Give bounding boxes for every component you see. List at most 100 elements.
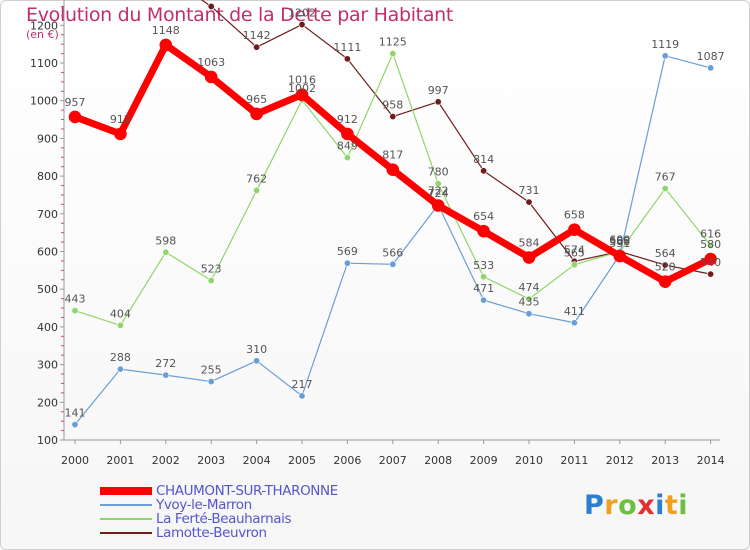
data-point: [250, 107, 263, 121]
data-point: [613, 249, 627, 263]
data-point: [116, 365, 124, 373]
data-label: 912: [110, 113, 131, 126]
data-label: 471: [473, 282, 494, 295]
data-point: [343, 259, 351, 267]
data-point: [298, 21, 306, 29]
data-label: 141: [65, 407, 86, 420]
data-label: 1142: [243, 29, 271, 42]
legend-swatch: [100, 504, 152, 506]
legend-swatch: [100, 532, 152, 534]
data-point: [704, 252, 717, 266]
unit-label: (en €): [26, 28, 59, 41]
x-tick-label: 2006: [333, 454, 361, 467]
data-point: [343, 154, 351, 162]
data-label: 566: [382, 246, 403, 259]
data-point: [525, 295, 533, 303]
y-tick-label: 100: [37, 434, 58, 447]
data-point: [253, 186, 261, 194]
data-point: [661, 52, 669, 60]
logo-letter: i: [678, 490, 689, 521]
y-tick-label: 200: [37, 396, 58, 409]
data-label: 591: [609, 237, 630, 250]
data-point: [661, 185, 669, 193]
logo-letter: o: [618, 490, 638, 521]
data-label: 997: [428, 84, 449, 97]
data-label: 411: [564, 305, 585, 318]
data-label: 731: [519, 184, 540, 197]
x-tick-label: 2008: [424, 454, 452, 467]
data-point: [568, 223, 581, 236]
data-label: 912: [337, 113, 358, 126]
data-point: [434, 180, 442, 188]
data-label: 849: [337, 140, 358, 153]
data-point: [389, 50, 397, 58]
data-point: [343, 55, 351, 63]
data-label: 722: [428, 185, 449, 198]
data-label: 569: [337, 245, 358, 258]
data-label: 574: [564, 243, 585, 256]
data-point: [570, 261, 578, 269]
series-lines: [68, 0, 717, 429]
data-label: 540: [700, 256, 721, 269]
x-tick-label: 2005: [288, 454, 316, 467]
data-point: [207, 378, 215, 386]
data-label: 404: [110, 307, 131, 320]
logo-letter: r: [604, 490, 619, 521]
line-chart: 100 200 300 400 500 600 700 800 900 1000 1100 1200 1…: [30, 0, 725, 467]
data-label: 1002: [288, 82, 316, 95]
x-tick-label: 2004: [243, 454, 271, 467]
data-point: [68, 110, 82, 124]
data-label: 654: [473, 210, 494, 223]
data-label: 600: [609, 234, 630, 247]
data-label: 564: [655, 247, 676, 260]
data-label: 1148: [152, 24, 180, 37]
x-tick-label: 2013: [651, 454, 679, 467]
data-label: 780: [428, 166, 449, 179]
data-label: 310: [246, 343, 267, 356]
x-tick-label: 2003: [197, 454, 225, 467]
legend-swatch: [100, 518, 152, 520]
y-tick-label: 700: [37, 208, 58, 221]
y-tick-label: 1100: [30, 57, 58, 70]
data-label: 1016: [288, 74, 316, 87]
data-point: [480, 273, 488, 281]
data-label: 272: [155, 357, 176, 370]
data-label: 520: [655, 261, 676, 274]
y-tick-label: 1200: [30, 19, 58, 32]
logo-letter: i: [655, 490, 665, 521]
x-tick-label: 2007: [379, 454, 407, 467]
data-point: [204, 70, 218, 84]
data-label: 616: [700, 227, 721, 240]
data-point: [298, 392, 306, 400]
data-point: [159, 38, 173, 52]
data-point: [570, 319, 578, 327]
data-label: 1250: [197, 0, 225, 1]
data-label: 533: [473, 259, 494, 272]
data-point: [207, 277, 215, 285]
data-point: [477, 224, 490, 238]
x-tick-label: 2009: [470, 454, 498, 467]
y-tick-label: 400: [37, 321, 58, 334]
data-label: 965: [246, 93, 267, 106]
data-label: 767: [655, 171, 676, 184]
data-label: 523: [201, 263, 222, 276]
data-label: 762: [246, 172, 267, 185]
data-label: 565: [564, 247, 585, 260]
data-point: [295, 88, 309, 101]
y-tick-label: 800: [37, 170, 58, 183]
data-point: [71, 307, 79, 315]
proxiti-logo: Proxiti: [584, 490, 688, 521]
data-point: [341, 127, 354, 141]
x-tick-label: 2010: [515, 454, 543, 467]
logo-letter: P: [584, 490, 605, 521]
x-tick-label: 2011: [560, 454, 588, 467]
data-point: [431, 199, 445, 212]
data-point: [480, 296, 488, 304]
logo-letter: t: [664, 490, 679, 521]
data-point: [116, 321, 124, 329]
data-point: [658, 275, 672, 288]
data-point: [114, 127, 127, 141]
data-point: [162, 248, 170, 256]
legend-label: Yvoy-le-Marron: [156, 497, 252, 513]
data-label: 474: [519, 281, 540, 294]
